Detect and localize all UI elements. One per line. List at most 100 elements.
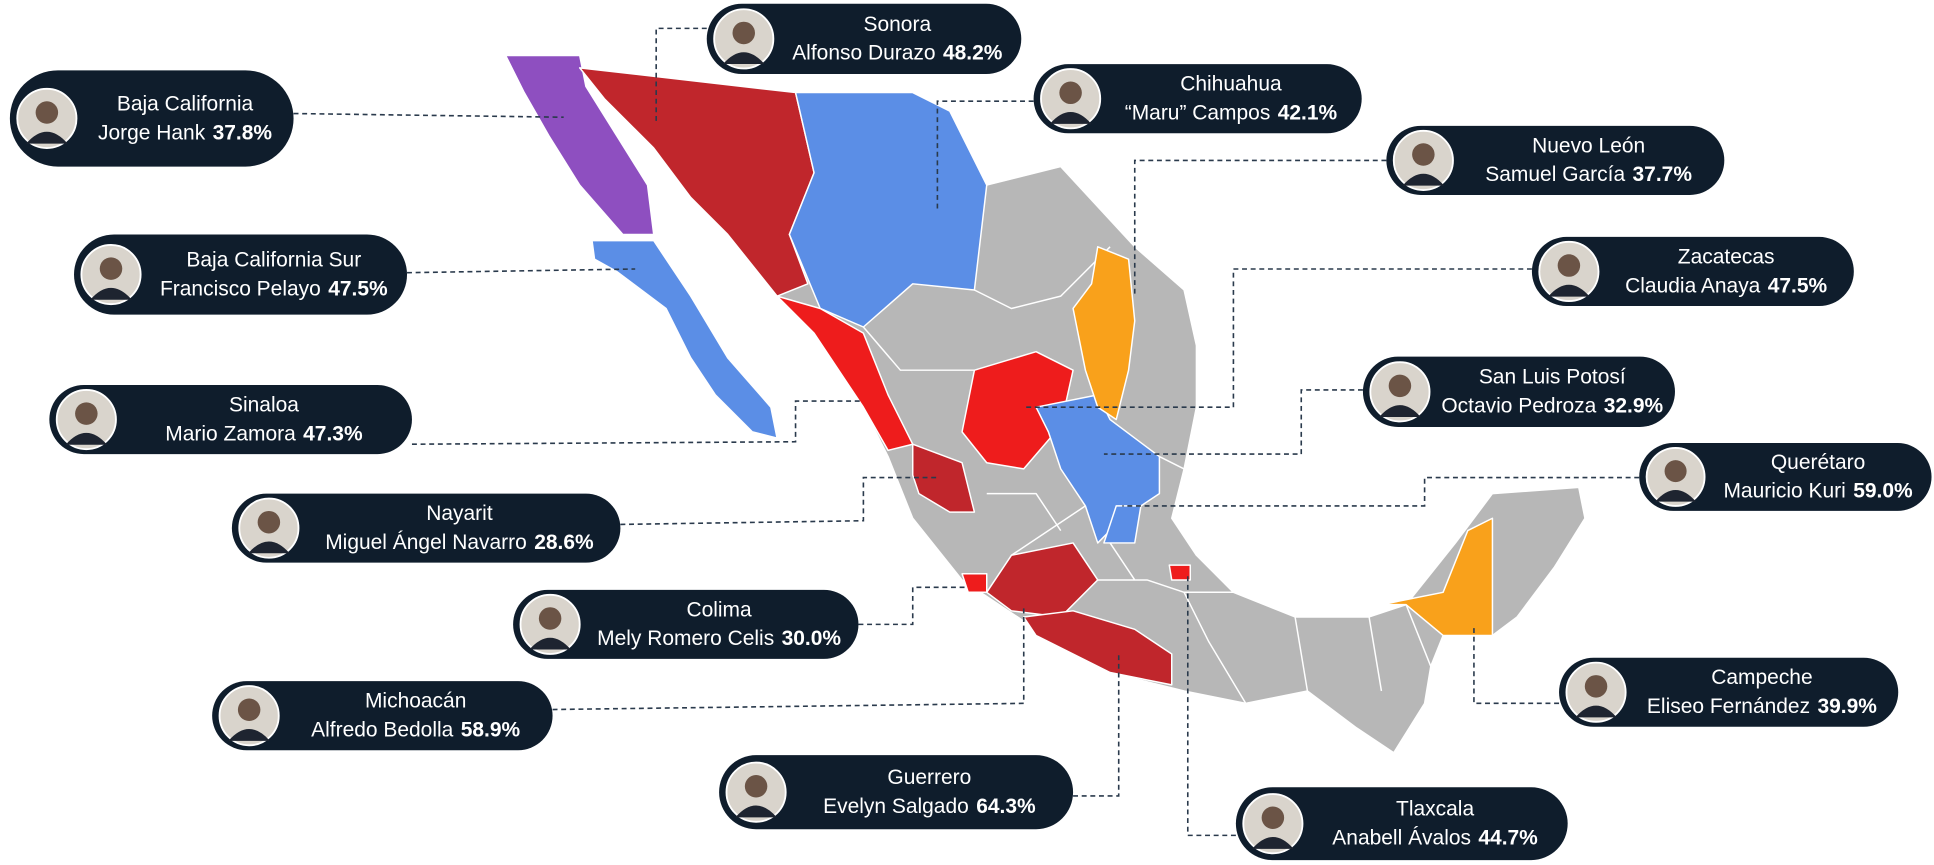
governor-label: Sinaloa Mario Zamora 47.3%: [49, 385, 412, 454]
governor-label: Campeche Eliseo Fernández 39.9%: [1559, 658, 1898, 727]
vote-share: 30.0%: [782, 627, 842, 650]
governor-label: Baja California Jorge Hank 37.8%: [10, 70, 294, 166]
governor-line: “Maru” Campos 42.1%: [1125, 101, 1338, 124]
governor-line: Mario Zamora 47.3%: [165, 422, 363, 445]
governor-line: Miguel Ángel Navarro 28.6%: [325, 530, 594, 553]
state-name: San Luis Potosí: [1479, 366, 1626, 389]
vote-share: 47.3%: [303, 422, 363, 445]
vote-share: 37.8%: [213, 121, 273, 144]
governor-label: Baja California Sur Francisco Pelayo 47.5%: [74, 234, 407, 314]
governor-label: Guerrero Evelyn Salgado 64.3%: [719, 755, 1073, 829]
vote-share: 44.7%: [1478, 826, 1538, 849]
photo-head: [1585, 675, 1607, 698]
election-map: Sonora Alfonso Durazo 48.2% Baja California…: [0, 0, 1934, 865]
state-name: Nayarit: [426, 502, 493, 525]
photo-head: [1059, 82, 1081, 105]
governor-name: Evelyn Salgado: [823, 795, 969, 818]
governor-name: Mauricio Kuri: [1723, 479, 1845, 502]
governor-name: Anabell Ávalos: [1332, 826, 1471, 849]
photo-head: [75, 402, 97, 425]
photo-head: [745, 775, 767, 798]
photo-head: [1389, 375, 1411, 398]
vote-share: 64.3%: [976, 795, 1036, 818]
photo-head: [258, 511, 280, 534]
vote-share: 42.1%: [1278, 101, 1338, 124]
governor-label: Colima Mely Romero Celis 30.0%: [513, 590, 858, 659]
governor-label: San Luis Potosí Octavio Pedroza 32.9%: [1363, 357, 1675, 427]
state-name: Sinaloa: [229, 394, 299, 417]
governor-line: Alfredo Bedolla 58.9%: [311, 718, 520, 741]
photo-head: [36, 101, 58, 124]
state-name: Sonora: [864, 13, 932, 36]
photo-head: [238, 699, 260, 722]
leader-line: [412, 401, 863, 444]
state-name: Guerrero: [887, 766, 971, 789]
governor-name: Francisco Pelayo: [160, 277, 321, 300]
governor-name: Eliseo Fernández: [1647, 695, 1810, 718]
leader-line: [407, 269, 635, 273]
state-name: Chihuahua: [1180, 73, 1282, 96]
vote-share: 39.9%: [1817, 695, 1877, 718]
leader-line: [294, 114, 564, 118]
photo-head: [1262, 806, 1284, 829]
governor-line: Claudia Anaya 47.5%: [1625, 274, 1827, 297]
photo-head: [539, 607, 561, 630]
governor-line: Samuel García 37.7%: [1485, 163, 1692, 186]
governor-label: Zacatecas Claudia Anaya 47.5%: [1532, 237, 1854, 306]
state-name: Baja California: [117, 92, 254, 115]
governor-name: Mario Zamora: [165, 422, 296, 445]
vote-share: 59.0%: [1853, 479, 1913, 502]
governor-name: Alfredo Bedolla: [311, 718, 454, 741]
governor-label: Nuevo León Samuel García 37.7%: [1386, 126, 1724, 195]
vote-share: 37.7%: [1633, 163, 1693, 186]
leader-line: [1135, 160, 1387, 296]
vote-share: 58.9%: [461, 718, 521, 741]
governor-line: Eliseo Fernández 39.9%: [1647, 695, 1877, 718]
governor-name: “Maru” Campos: [1125, 101, 1271, 124]
state-name: Nuevo León: [1532, 134, 1645, 157]
vote-share: 48.2%: [943, 41, 1003, 64]
governor-line: Alfonso Durazo 48.2%: [792, 41, 1003, 64]
governor-label: Sonora Alfonso Durazo 48.2%: [707, 4, 1022, 74]
governor-line: Anabell Ávalos 44.7%: [1332, 826, 1538, 849]
state-name: Michoacán: [365, 690, 466, 713]
governor-name: Samuel García: [1485, 163, 1625, 186]
governor-name: Miguel Ángel Navarro: [325, 530, 527, 553]
governor-label: Tlaxcala Anabell Ávalos 44.7%: [1236, 787, 1568, 860]
governor-name: Octavio Pedroza: [1441, 394, 1596, 417]
colima: [962, 574, 987, 593]
baja-california-sur: [592, 241, 777, 438]
governor-label: Chihuahua “Maru” Campos 42.1%: [1034, 64, 1362, 133]
governor-line: Mauricio Kuri 59.0%: [1723, 479, 1913, 502]
leader-line: [1474, 627, 1559, 704]
state-name: Baja California Sur: [186, 249, 361, 272]
governor-label: Nayarit Miguel Ángel Navarro 28.6%: [232, 494, 621, 563]
state-name: Zacatecas: [1678, 245, 1775, 268]
leader-line: [620, 478, 937, 525]
photo-head: [1665, 460, 1687, 482]
governor-line: Evelyn Salgado 64.3%: [823, 795, 1036, 818]
leader-line: [858, 587, 968, 624]
governor-line: Mely Romero Celis 30.0%: [597, 627, 841, 650]
photo-head: [100, 257, 122, 280]
photo-head: [1558, 254, 1580, 277]
state-name: Colima: [686, 598, 752, 621]
vote-share: 32.9%: [1604, 394, 1664, 417]
state-name: Querétaro: [1771, 451, 1865, 474]
governor-name: Jorge Hank: [98, 121, 206, 144]
governor-name: Claudia Anaya: [1625, 274, 1761, 297]
vote-share: 47.5%: [328, 277, 388, 300]
state-name: Campeche: [1711, 666, 1812, 689]
leader-line: [1073, 654, 1119, 796]
photo-head: [733, 22, 755, 45]
governor-line: Jorge Hank 37.8%: [98, 121, 272, 144]
page: {"labels": [ {"state": "Sonora", "name":…: [0, 0, 1934, 865]
vote-share: 28.6%: [534, 530, 594, 553]
governor-name: Alfonso Durazo: [792, 41, 935, 64]
photo-head: [1412, 143, 1434, 166]
governor-label: Querétaro Mauricio Kuri 59.0%: [1639, 443, 1931, 511]
vote-share: 47.5%: [1768, 274, 1828, 297]
state-name: Tlaxcala: [1396, 798, 1474, 821]
governor-name: Mely Romero Celis: [597, 627, 774, 650]
governor-label: Michoacán Alfredo Bedolla 58.9%: [212, 681, 552, 750]
